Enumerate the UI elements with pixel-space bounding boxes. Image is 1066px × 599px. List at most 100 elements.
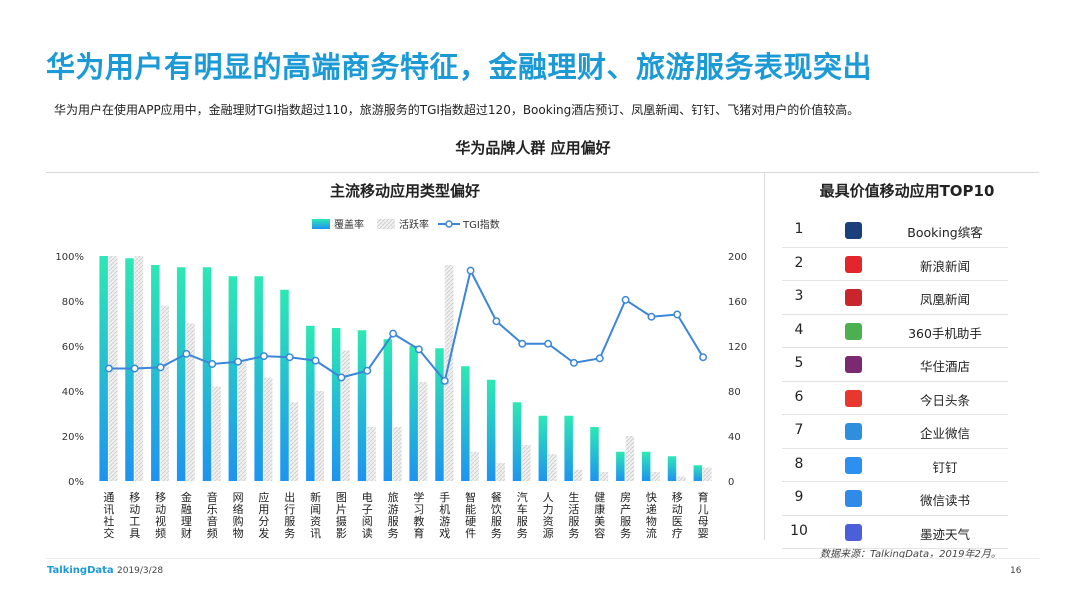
y-right-tick-label: 80 — [728, 387, 741, 398]
x-tick-label: 移动视频 — [155, 491, 166, 540]
legend-activity-swatch — [377, 219, 395, 229]
top10-row: 8 钉钉 — [782, 449, 1008, 482]
top10-panel-title: 最具价值移动应用TOP10 — [819, 182, 995, 200]
coverage-bar — [564, 415, 573, 481]
top10-rank: 8 — [794, 455, 804, 472]
x-tick-label: 房产服务 — [620, 491, 631, 540]
booking-icon — [845, 222, 862, 239]
x-axis-labels: 通讯社交 移动工具 移动视频 金融理财 音乐音频 网络购物 应用分发 出行服务 新闻资讯 图片摄影… — [103, 490, 708, 540]
top10-app-name: 凤凰新闻 — [919, 292, 970, 307]
panel-top-divider — [46, 172, 1039, 173]
x-tick-label: 新闻资讯 — [310, 490, 321, 540]
activity-bar — [548, 454, 557, 481]
weread-icon — [845, 490, 862, 507]
y-left-tick-label: 20% — [62, 432, 84, 443]
top10-app-name: 墨迹天气 — [919, 526, 970, 542]
tgi-point — [621, 295, 630, 304]
x-tick-label: 音乐音频 — [207, 490, 218, 540]
y-right-tick-label: 0 — [728, 477, 734, 488]
coverage-bar — [641, 451, 651, 481]
tgi-point — [518, 339, 527, 348]
x-tick-label: 健康美容 — [594, 491, 605, 540]
coverage-bar — [461, 366, 470, 481]
tgi-point — [208, 360, 217, 368]
chart-panel-title: 主流移动应用类型偏好 — [329, 182, 480, 200]
top10-row: 3 凤凰新闻 — [782, 281, 1008, 315]
footer-divider — [46, 558, 1039, 559]
top10-rank: 2 — [794, 254, 804, 271]
y-left-tick-label: 40% — [62, 387, 84, 398]
top10-rank: 7 — [794, 422, 804, 438]
page-number: 16 — [1010, 566, 1022, 576]
top10-rank: 10 — [790, 522, 808, 539]
chart-legend: 覆盖率 活跃率 TGI指数 — [312, 218, 500, 231]
x-tick-label: 汽车服务 — [517, 490, 528, 540]
ifeng-news-icon — [845, 289, 862, 306]
y-axis-left: 0% 20% 40% 60% 80% 100% — [55, 252, 84, 488]
tgi-point — [285, 353, 294, 362]
activity-bar — [315, 391, 325, 481]
coverage-bar — [151, 265, 160, 481]
x-tick-label: 通讯社交 — [103, 491, 114, 540]
coverage-bar — [202, 267, 212, 481]
x-tick-label: 移动工具 — [129, 491, 140, 540]
legend-coverage-label: 覆盖率 — [334, 218, 364, 231]
activity-bar — [625, 436, 635, 481]
top10-row: 1 Booking缤客 — [782, 214, 1008, 248]
x-tick-label: 电子阅读 — [362, 491, 373, 540]
y-right-tick-label: 200 — [728, 252, 747, 263]
activity-bar — [496, 463, 505, 481]
coverage-bar — [435, 348, 444, 481]
legend-tgi-marker — [445, 220, 453, 228]
tgi-line-series — [104, 266, 708, 385]
bar-series — [99, 256, 712, 481]
coverage-bar — [99, 256, 108, 481]
tgi-point — [414, 345, 423, 354]
top10-app-name: 今日头条 — [919, 392, 970, 408]
top10-app-name: 钉钉 — [932, 459, 958, 475]
tgi-point — [311, 356, 320, 365]
top10-row: 7 企业微信 — [782, 415, 1008, 449]
y-right-tick-label: 160 — [728, 297, 747, 308]
activity-bar — [341, 350, 350, 481]
tgi-point — [569, 358, 578, 367]
top10-rank: 6 — [794, 388, 804, 405]
activity-bar — [186, 323, 195, 481]
page-title: 华为用户有明显的高端商务特征，金融理财、旅游服务表现突出 — [46, 50, 873, 84]
page-subtitle: 华为用户在使用APP应用中，金融理财TGI指数超过110，旅游服务的TGI指数超… — [54, 103, 860, 117]
wecom-icon — [845, 423, 862, 440]
tgi-point — [234, 357, 243, 366]
activity-bar — [418, 382, 428, 481]
x-tick-label: 金融理财 — [181, 490, 192, 540]
activity-bar — [393, 427, 402, 481]
x-tick-label: 图片摄影 — [336, 491, 347, 540]
tgi-point — [595, 354, 604, 363]
legend-coverage-swatch — [312, 219, 330, 229]
tgi-point — [647, 312, 656, 321]
top10-row: 4 360手机助手 — [782, 315, 1008, 348]
activity-bar — [599, 472, 609, 481]
coverage-bar — [125, 258, 134, 481]
y-axis-right: 0 40 80 120 160 200 — [728, 252, 747, 488]
legend-activity-label: 活跃率 — [399, 218, 429, 231]
coverage-bar — [667, 456, 677, 481]
x-tick-label: 人力资源 — [543, 491, 554, 540]
sina-news-icon — [845, 255, 862, 273]
legend-tgi-label: TGI指数 — [462, 218, 500, 231]
app-category-preference-chart: 覆盖率 活跃率 TGI指数 0% 20% 40% 60% 80% 100% 0 40 80 120 1… — [55, 218, 747, 540]
top10-rank: 5 — [794, 355, 804, 371]
panel-vertical-divider — [764, 172, 765, 540]
coverage-bar — [306, 325, 315, 481]
coverage-bar — [616, 451, 625, 481]
activity-bar — [238, 361, 247, 481]
top10-app-name: 360手机助手 — [908, 325, 982, 341]
tgi-point — [130, 364, 139, 373]
coverage-bar — [176, 267, 186, 481]
activity-bar — [677, 476, 686, 481]
tgi-point — [699, 353, 708, 362]
x-tick-label: 快递物流 — [646, 491, 657, 540]
tgi-point — [440, 376, 449, 385]
top10-list: 1 Booking缤客 2 新浪新闻 3 凤凰新闻 4 360手机助手 5 华住酒店 6 今日头条 7 企… — [782, 214, 1008, 549]
moji-weather-icon — [845, 523, 862, 541]
coverage-bar — [693, 465, 703, 481]
